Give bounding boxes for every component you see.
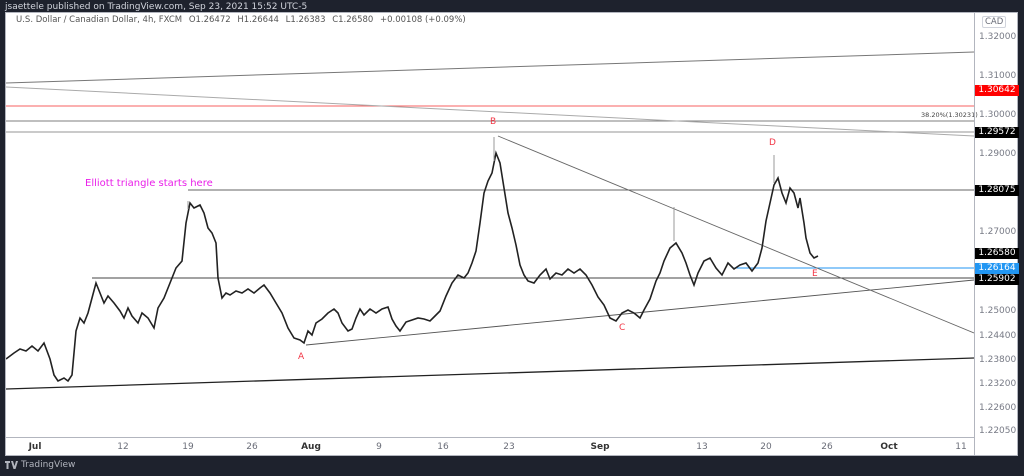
ohlc-close: C1.26580 (332, 15, 374, 25)
time-axis[interactable]: Jul 12 19 26 Aug 9 16 23 Sep 13 20 26 Oc… (6, 437, 974, 457)
time-tick: 19 (182, 442, 194, 452)
triangle-lower-line (305, 279, 974, 346)
price-tick: 1.24400 (979, 331, 1017, 341)
price-tick: 1.25000 (979, 306, 1017, 316)
wave-label-b: B (490, 117, 497, 127)
ohlc-high: H1.26644 (237, 15, 279, 25)
price-chart-canvas[interactable] (6, 13, 974, 437)
time-tick: 11 (955, 442, 967, 452)
price-tick: 1.23200 (979, 379, 1017, 389)
price-tick: 1.32000 (979, 32, 1017, 42)
time-tick: Aug (301, 442, 321, 452)
price-label-130642: 1.30642 (975, 85, 1019, 96)
symbol-name: U.S. Dollar / Canadian Dollar, 4h, FXCM (16, 15, 183, 25)
time-tick: Sep (590, 442, 610, 452)
descending-trendline (6, 86, 974, 137)
wave-label-c: C (619, 323, 626, 333)
upper-channel-line (6, 51, 974, 84)
price-tick: 1.27000 (979, 227, 1017, 237)
time-tick: 26 (246, 442, 258, 452)
wave-label-d: D (769, 138, 776, 148)
wave-label-e: E (812, 269, 818, 279)
price-axis[interactable]: CAD 1.32000 1.31000 1.30000 1.29000 1.27… (974, 13, 1019, 456)
time-tick: 9 (376, 442, 382, 452)
fib-level-label: 38.20%(1.30231) (921, 111, 978, 119)
triangle-upper-line (497, 135, 974, 334)
symbol-legend: U.S. Dollar / Canadian Dollar, 4h, FXCM … (16, 15, 470, 25)
price-tick: 1.30000 (979, 110, 1017, 120)
time-tick: 20 (760, 442, 772, 452)
lower-channel-line (6, 357, 974, 390)
price-tick: 1.29000 (979, 149, 1017, 159)
price-label-last-close: 1.26580 (975, 248, 1019, 259)
time-tick: 12 (117, 442, 129, 452)
chart-frame: U.S. Dollar / Canadian Dollar, 4h, FXCM … (5, 12, 1019, 457)
currency-badge: CAD (982, 16, 1007, 28)
wave-label-a: A (298, 352, 305, 362)
time-tick: 26 (821, 442, 833, 452)
price-label-125902: 1.25902 (975, 274, 1019, 285)
price-tick: 1.22050 (979, 426, 1017, 436)
price-label-128075: 1.28075 (975, 185, 1019, 196)
time-tick: Jul (28, 442, 42, 452)
tradingview-brand[interactable]: TradingView (5, 460, 75, 470)
ohlc-open: O1.26472 (188, 15, 231, 25)
elliott-triangle-note: Elliott triangle starts here (85, 178, 213, 189)
price-label-129572: 1.29572 (975, 127, 1019, 138)
time-tick: 23 (503, 442, 515, 452)
price-label-126164: 1.26164 (975, 263, 1019, 274)
time-tick: Oct (880, 442, 898, 452)
tradingview-logo-icon (5, 461, 18, 469)
time-tick: 16 (437, 442, 449, 452)
price-tick: 1.22600 (979, 403, 1017, 413)
publisher-caption: jsaettele published on TradingView.com, … (5, 2, 308, 12)
price-series (6, 150, 819, 383)
price-tick: 1.23800 (979, 355, 1017, 365)
ohlc-change: +0.00108 (+0.09%) (380, 15, 466, 25)
time-tick: 13 (696, 442, 708, 452)
ohlc-low: L1.26383 (285, 15, 326, 25)
brand-name: TradingView (21, 460, 76, 470)
price-tick: 1.31000 (979, 71, 1017, 81)
